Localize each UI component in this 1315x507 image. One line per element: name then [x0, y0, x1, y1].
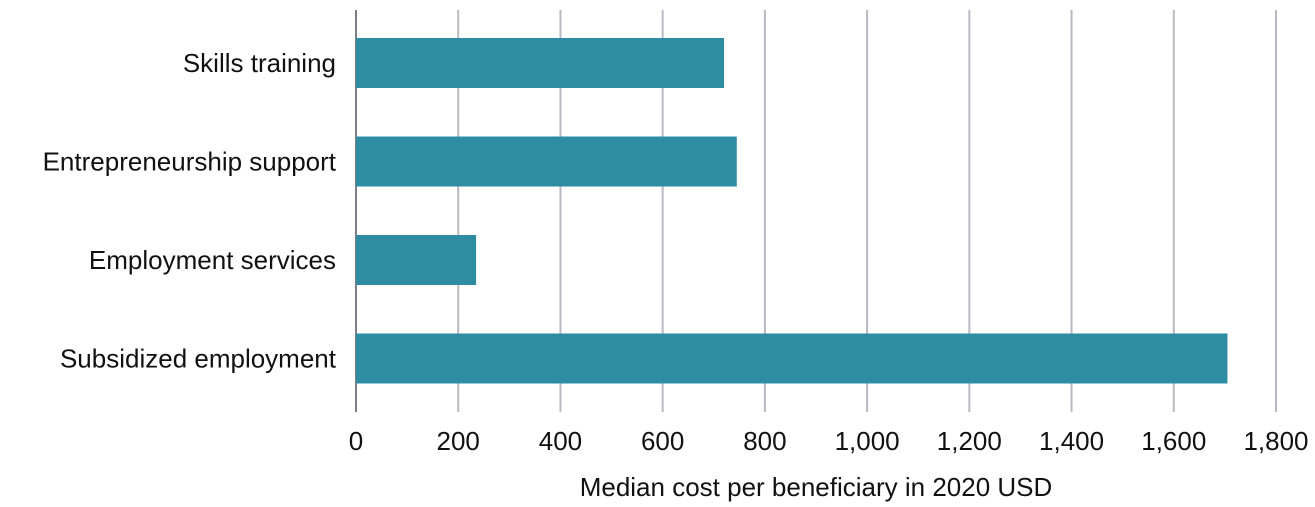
x-tick-label: 1,400: [1039, 426, 1104, 456]
x-axis-title: Median cost per beneficiary in 2020 USD: [580, 472, 1053, 502]
x-tick-labels: 0 200 400 600 800 1,000 1,200 1,400 1,600 1,800: [349, 426, 1309, 456]
bar: [356, 136, 737, 187]
category-label: Entrepreneurship support: [43, 147, 337, 177]
x-tick-label: 400: [539, 426, 582, 456]
category-labels: Skills training Entrepreneurship support E…: [43, 48, 337, 374]
bars: [356, 38, 1228, 384]
x-tick-label: 200: [437, 426, 480, 456]
x-tick-label: 1,600: [1141, 426, 1206, 456]
x-tick-label: 800: [743, 426, 786, 456]
x-tick-label: 1,200: [937, 426, 1002, 456]
bar: [356, 38, 724, 88]
x-tick-label: 1,000: [835, 426, 900, 456]
category-label: Skills training: [183, 48, 336, 78]
category-label: Subsidized employment: [60, 344, 337, 374]
x-tick-label: 600: [641, 426, 684, 456]
bar: [356, 333, 1228, 384]
x-tick-label: 1,800: [1243, 426, 1308, 456]
x-tick-label: 0: [349, 426, 363, 456]
bar: [356, 235, 477, 285]
category-label: Employment services: [89, 245, 336, 275]
